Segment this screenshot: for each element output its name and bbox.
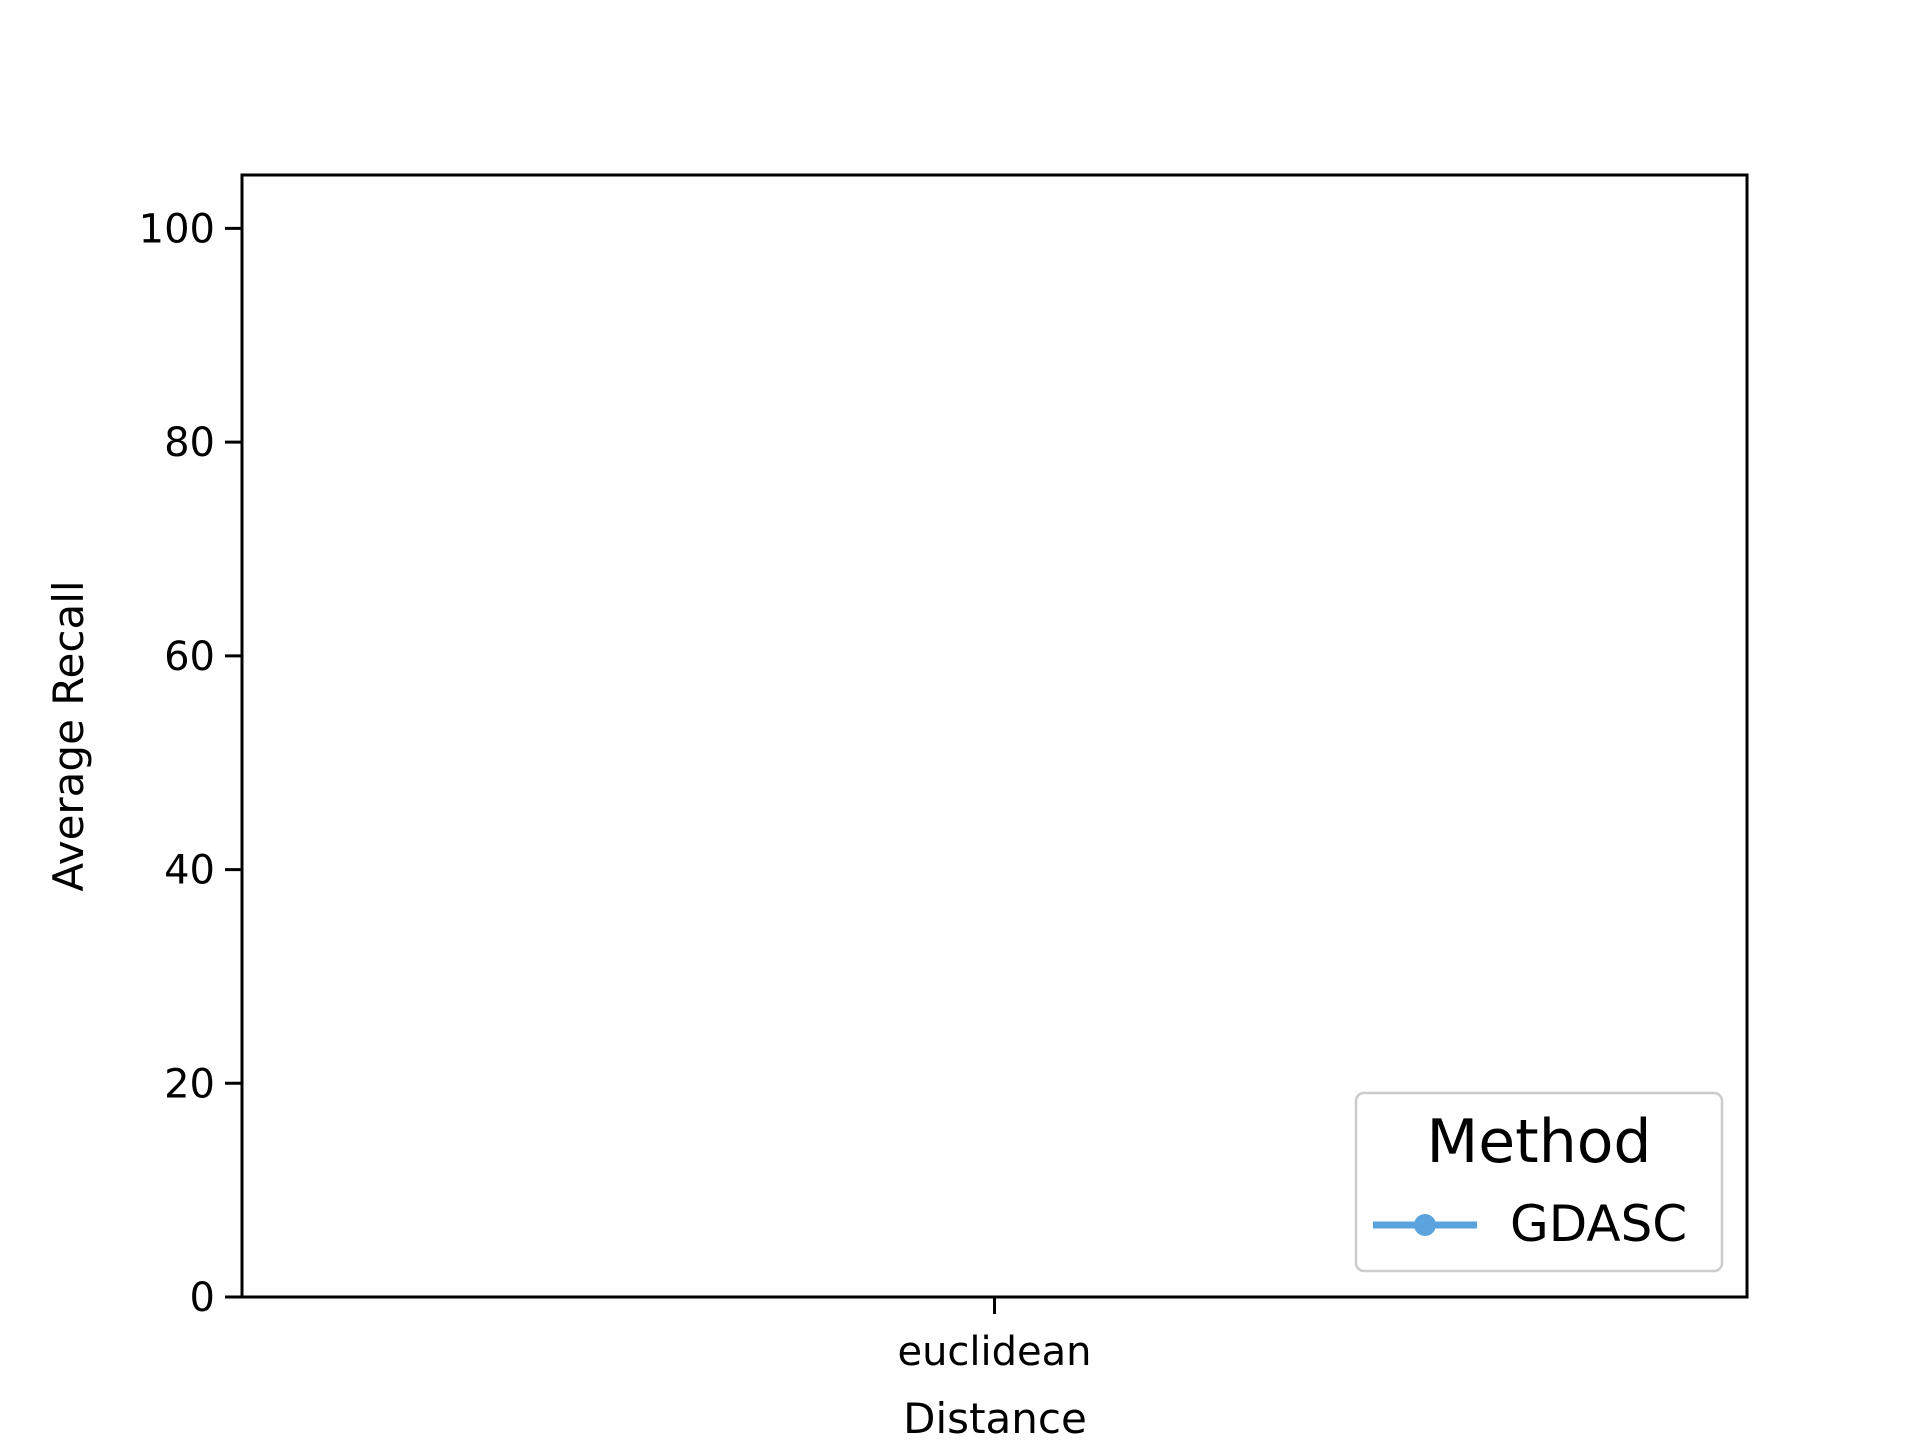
y-axis-label: Average Recall (44, 580, 93, 891)
legend-series-marker (1414, 1214, 1436, 1236)
legend-series-label: GDASC (1510, 1195, 1687, 1253)
y-tick-label: 60 (164, 634, 215, 680)
legend: Method GDASC (1354, 1091, 1724, 1273)
y-axis: 0 20 40 60 80 100 (139, 206, 242, 1321)
y-tick-label: 20 (164, 1061, 215, 1107)
legend-title: Method (1426, 1107, 1651, 1177)
y-tick-label: 100 (139, 206, 215, 252)
x-axis-label: Distance (903, 1394, 1087, 1440)
x-axis: euclidean (897, 1297, 1092, 1375)
y-tick-label: 40 (164, 848, 215, 894)
y-tick-label: 80 (164, 420, 215, 466)
plot-frame (240, 173, 1749, 1299)
y-tick-label: 0 (190, 1275, 215, 1321)
x-tick-label: euclidean (897, 1329, 1091, 1375)
